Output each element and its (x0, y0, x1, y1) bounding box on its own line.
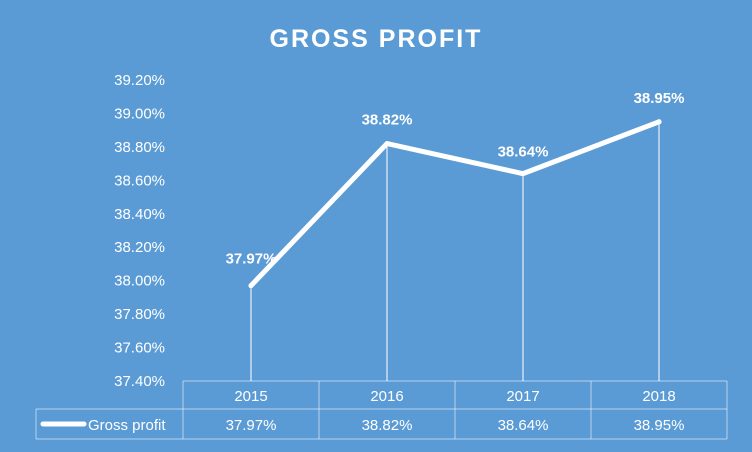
y-tick-label: 38.20% (114, 239, 165, 256)
y-tick-label: 38.60% (114, 172, 165, 189)
data-label: 37.97% (226, 251, 277, 268)
legend-label: Gross profit (88, 417, 166, 434)
y-axis-ticks: 37.40% 37.60% 37.80% 38.00% 38.20% 38.40% 38.6… (114, 72, 165, 390)
data-point (248, 283, 254, 289)
drop-lines (250, 121, 660, 381)
y-tick-label: 37.40% (114, 373, 165, 390)
y-tick-label: 37.80% (114, 306, 165, 323)
x-category-label: 2016 (370, 388, 403, 405)
series-gross-profit (248, 119, 662, 289)
data-point (656, 119, 662, 125)
y-tick-label: 38.80% (114, 139, 165, 156)
x-category-label: 2015 (234, 388, 267, 405)
data-table: 2015 37.97% 2016 38.82% 2017 38.64% 2018 38.95%… (35, 380, 728, 440)
data-label: 38.64% (498, 144, 549, 161)
chart-title: GROSS PROFIT (270, 25, 483, 53)
table-value-cell: 38.64% (498, 417, 549, 434)
data-label: 38.95% (634, 90, 685, 107)
x-category-label: 2017 (506, 388, 539, 405)
data-labels: 37.97% 38.82% 38.64% 38.95% (226, 90, 685, 268)
series-line (248, 119, 662, 289)
y-tick-label: 39.00% (114, 105, 165, 122)
table-value-cell: 38.95% (634, 417, 685, 434)
data-point (384, 141, 390, 147)
x-category-label: 2018 (642, 388, 675, 405)
y-tick-label: 38.40% (114, 206, 165, 223)
y-tick-label: 37.60% (114, 340, 165, 357)
data-label: 38.82% (362, 112, 413, 129)
data-point (520, 171, 526, 177)
y-tick-label: 39.20% (114, 72, 165, 89)
table-value-cell: 37.97% (226, 417, 277, 434)
table-value-cell: 38.82% (362, 417, 413, 434)
y-tick-label: 38.00% (114, 273, 165, 290)
